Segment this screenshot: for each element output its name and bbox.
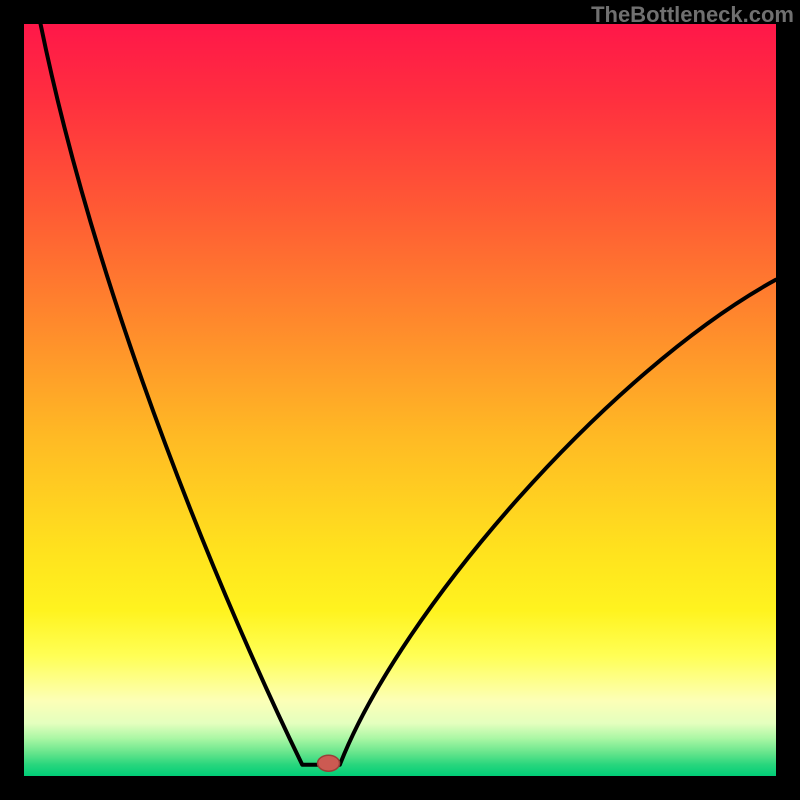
watermark-text: TheBottleneck.com: [591, 2, 794, 28]
gradient-background: [24, 24, 776, 776]
minimum-marker: [318, 755, 340, 771]
curve-layer: [24, 24, 776, 776]
plot-area: [24, 24, 776, 776]
chart-container: TheBottleneck.com: [0, 0, 800, 800]
